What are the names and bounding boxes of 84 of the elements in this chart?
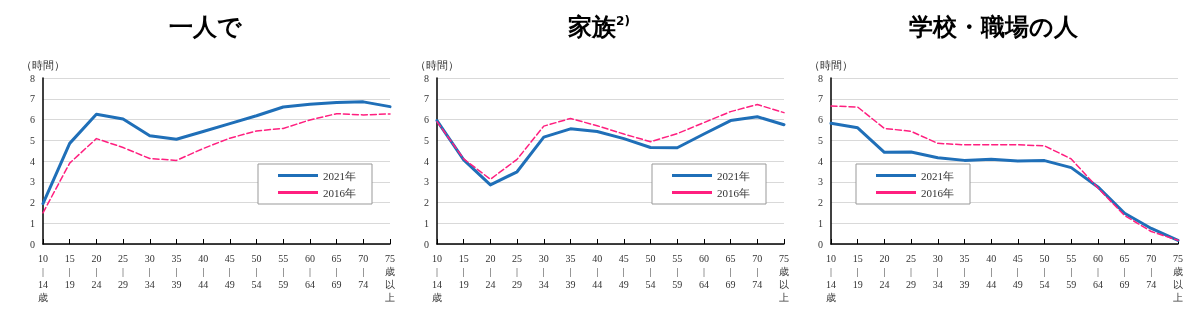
y-tick-label: 2 (30, 197, 35, 208)
x-tick-label: 35|39 (565, 253, 576, 290)
x-tick-label: 25|29 (906, 253, 917, 290)
y-axis-title: （時間） (415, 58, 459, 71)
y-axis-title: （時間） (21, 58, 65, 71)
x-tick-label: 55|59 (1066, 253, 1077, 290)
x-tick-label: 20|24 (485, 253, 496, 290)
legend-label: 2021年 (717, 169, 750, 182)
y-tick-label: 3 (424, 176, 429, 188)
x-tick-label: 50|54 (1039, 253, 1050, 290)
y-tick-label: 1 (424, 217, 429, 229)
y-tick-label: 1 (30, 217, 35, 229)
y-tick-label: 6 (424, 114, 429, 125)
legend-label: 2016年 (323, 186, 356, 199)
x-tick-label: 55|59 (278, 253, 289, 290)
x-tick-label: 15|19 (852, 253, 863, 290)
x-tick-label: 60|64 (1092, 253, 1103, 290)
line-series (435, 115, 786, 187)
y-tick-label: 3 (818, 176, 823, 188)
x-tick-label: 60|64 (698, 253, 709, 290)
x-tick-label: 60|64 (304, 253, 315, 290)
x-tick-label: 15|19 (64, 253, 75, 290)
x-tick-label: 10|14歳 (38, 253, 48, 303)
line-series (42, 112, 391, 214)
y-tick-label: 4 (30, 155, 35, 167)
legend-label: 2021年 (323, 169, 356, 182)
x-tick-label: 10|14歳 (826, 253, 836, 303)
y-tick-label: 5 (818, 134, 823, 146)
x-tick-label: 40|44 (986, 253, 997, 290)
y-tick-label: 4 (818, 155, 823, 167)
x-tick-label: 75歳以上 (779, 253, 789, 303)
x-tick-label: 65|69 (725, 253, 736, 290)
x-tick-label: 45|49 (1012, 253, 1023, 290)
x-tick-label: 20|24 (91, 253, 102, 290)
y-tick-label: 2 (818, 197, 823, 208)
x-tick-label: 65|69 (1119, 253, 1130, 290)
y-tick-label: 5 (30, 134, 35, 146)
y-tick-label: 6 (818, 114, 823, 125)
legend-label: 2016年 (921, 186, 954, 199)
x-tick-label: 55|59 (672, 253, 683, 290)
y-tick-label: 5 (424, 134, 429, 146)
x-tick-label: 30|34 (932, 253, 943, 290)
legend-label: 2016年 (717, 186, 750, 199)
y-tick-label: 4 (424, 155, 429, 167)
y-tick-label: 0 (818, 238, 823, 250)
legend-label: 2021年 (921, 169, 954, 182)
x-tick-label: 30|34 (144, 253, 155, 290)
x-tick-label: 45|49 (224, 253, 235, 290)
y-tick-label: 7 (30, 93, 35, 105)
line-series (436, 103, 785, 181)
y-tick-label: 8 (424, 72, 429, 84)
x-tick-label: 50|54 (645, 253, 656, 290)
y-tick-label: 8 (30, 72, 35, 84)
x-tick-label: 25|29 (118, 253, 129, 290)
y-tick-label: 7 (818, 93, 823, 105)
x-tick-label: 35|39 (959, 253, 970, 290)
x-tick-label: 40|44 (198, 253, 209, 290)
y-tick-label: 8 (818, 72, 823, 84)
y-tick-label: 3 (30, 176, 35, 188)
x-tick-label: 20|24 (879, 253, 890, 290)
x-tick-label: 50|54 (251, 253, 262, 290)
chart-title: 一人で (168, 13, 243, 41)
x-tick-label: 10|14歳 (432, 253, 442, 303)
line-series (41, 100, 392, 206)
x-tick-label: 70|74 (358, 253, 369, 290)
y-tick-label: 2 (424, 197, 429, 208)
x-tick-label: 35|39 (171, 253, 182, 290)
x-tick-label: 40|44 (592, 253, 603, 290)
x-tick-label: 70|74 (752, 253, 763, 290)
y-tick-label: 1 (818, 217, 823, 229)
y-tick-label: 0 (30, 238, 35, 250)
x-tick-label: 65|69 (331, 253, 342, 290)
x-tick-label: 75歳以上 (1173, 253, 1183, 303)
x-tick-label: 70|74 (1146, 253, 1157, 290)
y-tick-label: 6 (30, 114, 35, 125)
x-tick-label: 45|49 (618, 253, 629, 290)
y-axis-title: （時間） (809, 58, 853, 71)
chart-title: 学校・職場の人 (908, 13, 1079, 41)
x-tick-label: 25|29 (512, 253, 523, 290)
y-tick-label: 7 (424, 93, 429, 105)
x-tick-label: 15|19 (458, 253, 469, 290)
x-tick-label: 75歳以上 (385, 253, 395, 303)
x-tick-label: 30|34 (538, 253, 549, 290)
y-tick-label: 0 (424, 238, 429, 250)
